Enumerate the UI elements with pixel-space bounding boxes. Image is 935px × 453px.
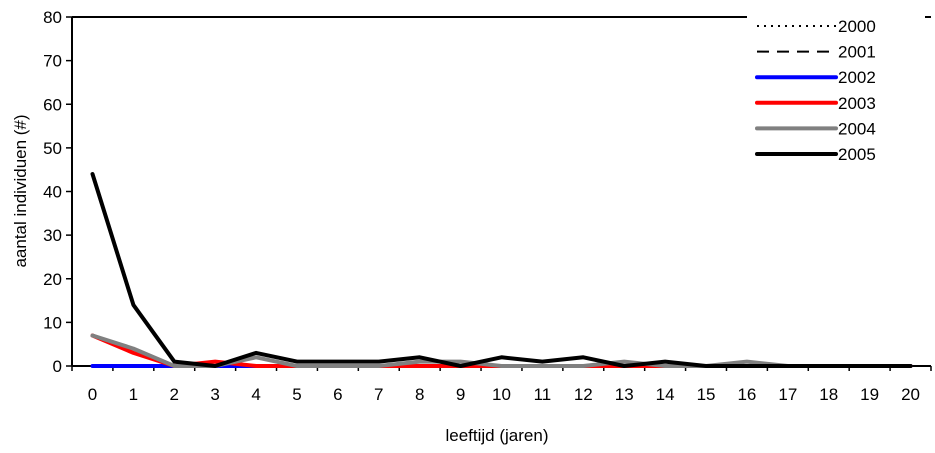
- y-tick-label: 70: [43, 52, 62, 71]
- y-tick-label: 20: [43, 270, 62, 289]
- series-line-2003: [90, 333, 913, 368]
- x-tick-label: 0: [88, 385, 97, 404]
- legend-label: 2000: [838, 17, 876, 36]
- x-tick-label: 9: [456, 385, 465, 404]
- legend-label: 2001: [838, 43, 876, 62]
- x-tick-label: 13: [615, 385, 634, 404]
- legend: 2000 2001 2002 2003 2004 2005: [747, 3, 925, 173]
- x-tick-label: 4: [251, 385, 260, 404]
- x-tick-label: 18: [819, 385, 838, 404]
- x-tick-label: 12: [574, 385, 593, 404]
- x-tick-label: 6: [333, 385, 342, 404]
- y-tick-label: 30: [43, 226, 62, 245]
- y-tick-label: 0: [53, 357, 62, 376]
- y-tick-label: 40: [43, 183, 62, 202]
- legend-label: 2004: [838, 119, 876, 138]
- series-layer: [90, 172, 913, 368]
- legend-box: [747, 3, 925, 173]
- x-tick-label: 11: [534, 385, 552, 404]
- x-tick-label: 15: [697, 385, 716, 404]
- x-axis-title: leeftijd (jaren): [446, 426, 549, 445]
- x-tick-label: 7: [374, 385, 383, 404]
- x-tick-label: 16: [737, 385, 756, 404]
- y-axis-title: aantal individuen (#): [11, 114, 30, 267]
- legend-label: 2003: [838, 94, 876, 113]
- x-tick-label: 19: [860, 385, 879, 404]
- x-tick-label: 10: [492, 385, 511, 404]
- legend-label: 2005: [838, 145, 876, 164]
- x-tick-label: 2: [170, 385, 179, 404]
- x-tick-label: 14: [656, 385, 675, 404]
- legend-label: 2002: [838, 68, 876, 87]
- x-tick-label: 20: [901, 385, 920, 404]
- y-tick-label: 50: [43, 139, 62, 158]
- x-tick-label: 8: [415, 385, 424, 404]
- x-tick-label: 5: [292, 385, 301, 404]
- x-tick-label: 17: [778, 385, 797, 404]
- y-tick-label: 80: [43, 8, 62, 27]
- series-line-2005: [90, 172, 913, 368]
- x-tick-label: 3: [210, 385, 219, 404]
- x-tick-label: 1: [129, 385, 138, 404]
- y-tick-label: 60: [43, 95, 62, 114]
- y-tick-label: 10: [43, 313, 62, 332]
